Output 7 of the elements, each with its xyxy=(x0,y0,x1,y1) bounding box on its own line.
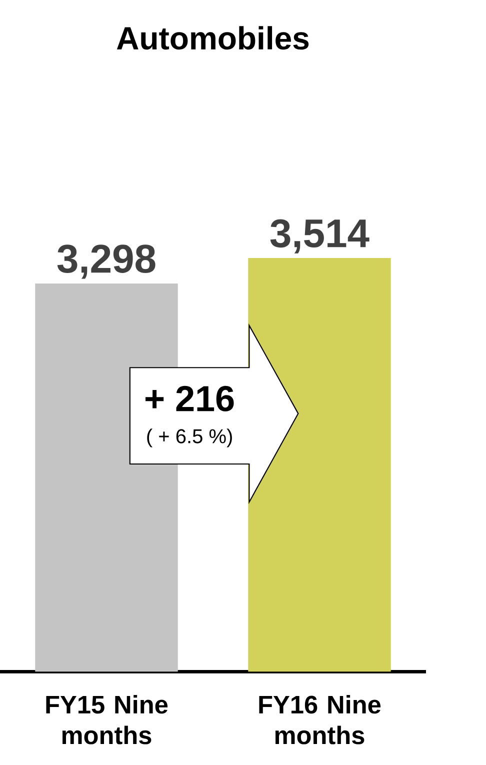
data-label: 3,298 xyxy=(57,244,156,279)
chart-title: Automobiles xyxy=(116,26,309,50)
annotation: ( + 6.5 %) xyxy=(147,428,232,448)
annotation: + 216 xyxy=(146,386,234,412)
x-tick-label: FY15 Nine months xyxy=(46,695,168,744)
data-label: 3,514 xyxy=(270,219,370,254)
x-tick-label: FY16 Nine months xyxy=(259,695,381,744)
